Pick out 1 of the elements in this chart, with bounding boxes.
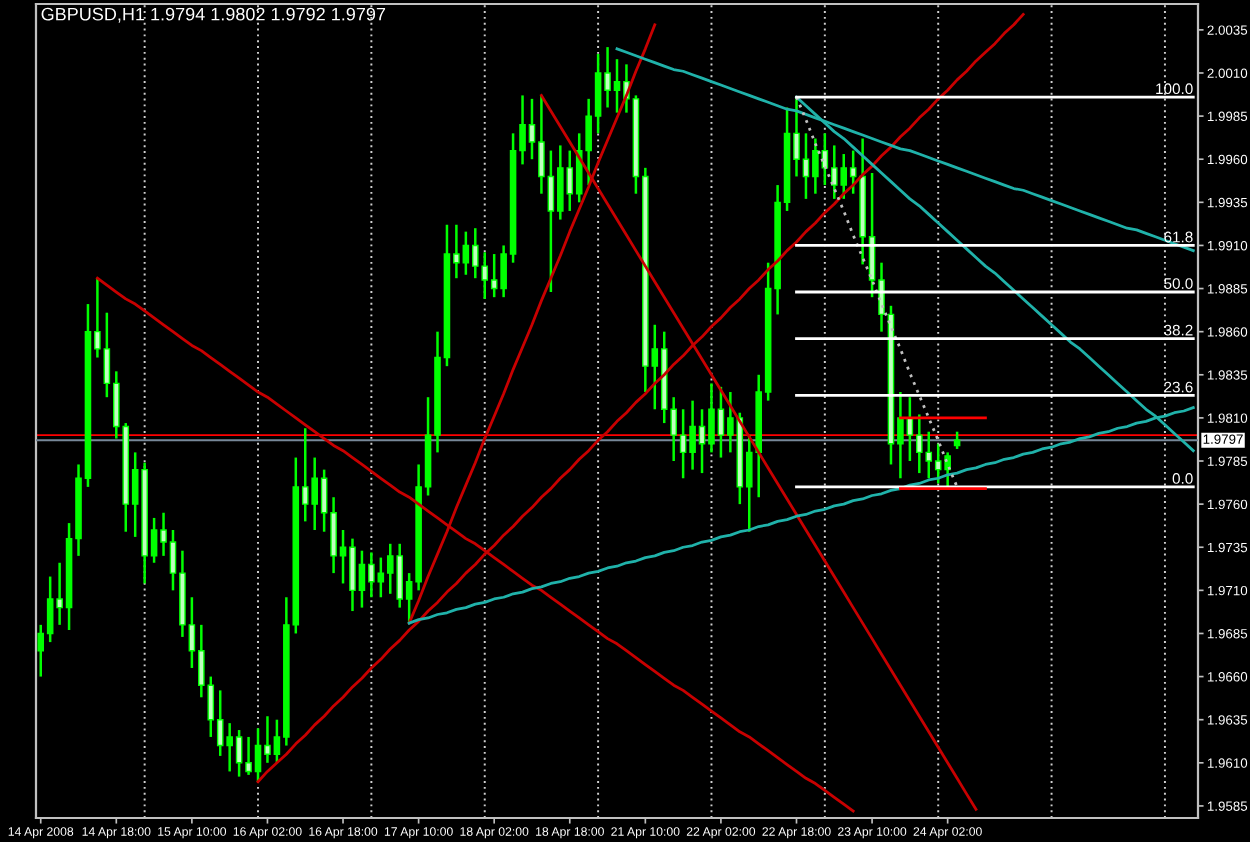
chart-title: GBPUSD,H1 1.9794 1.9802 1.9792 1.9797 (41, 7, 386, 23)
